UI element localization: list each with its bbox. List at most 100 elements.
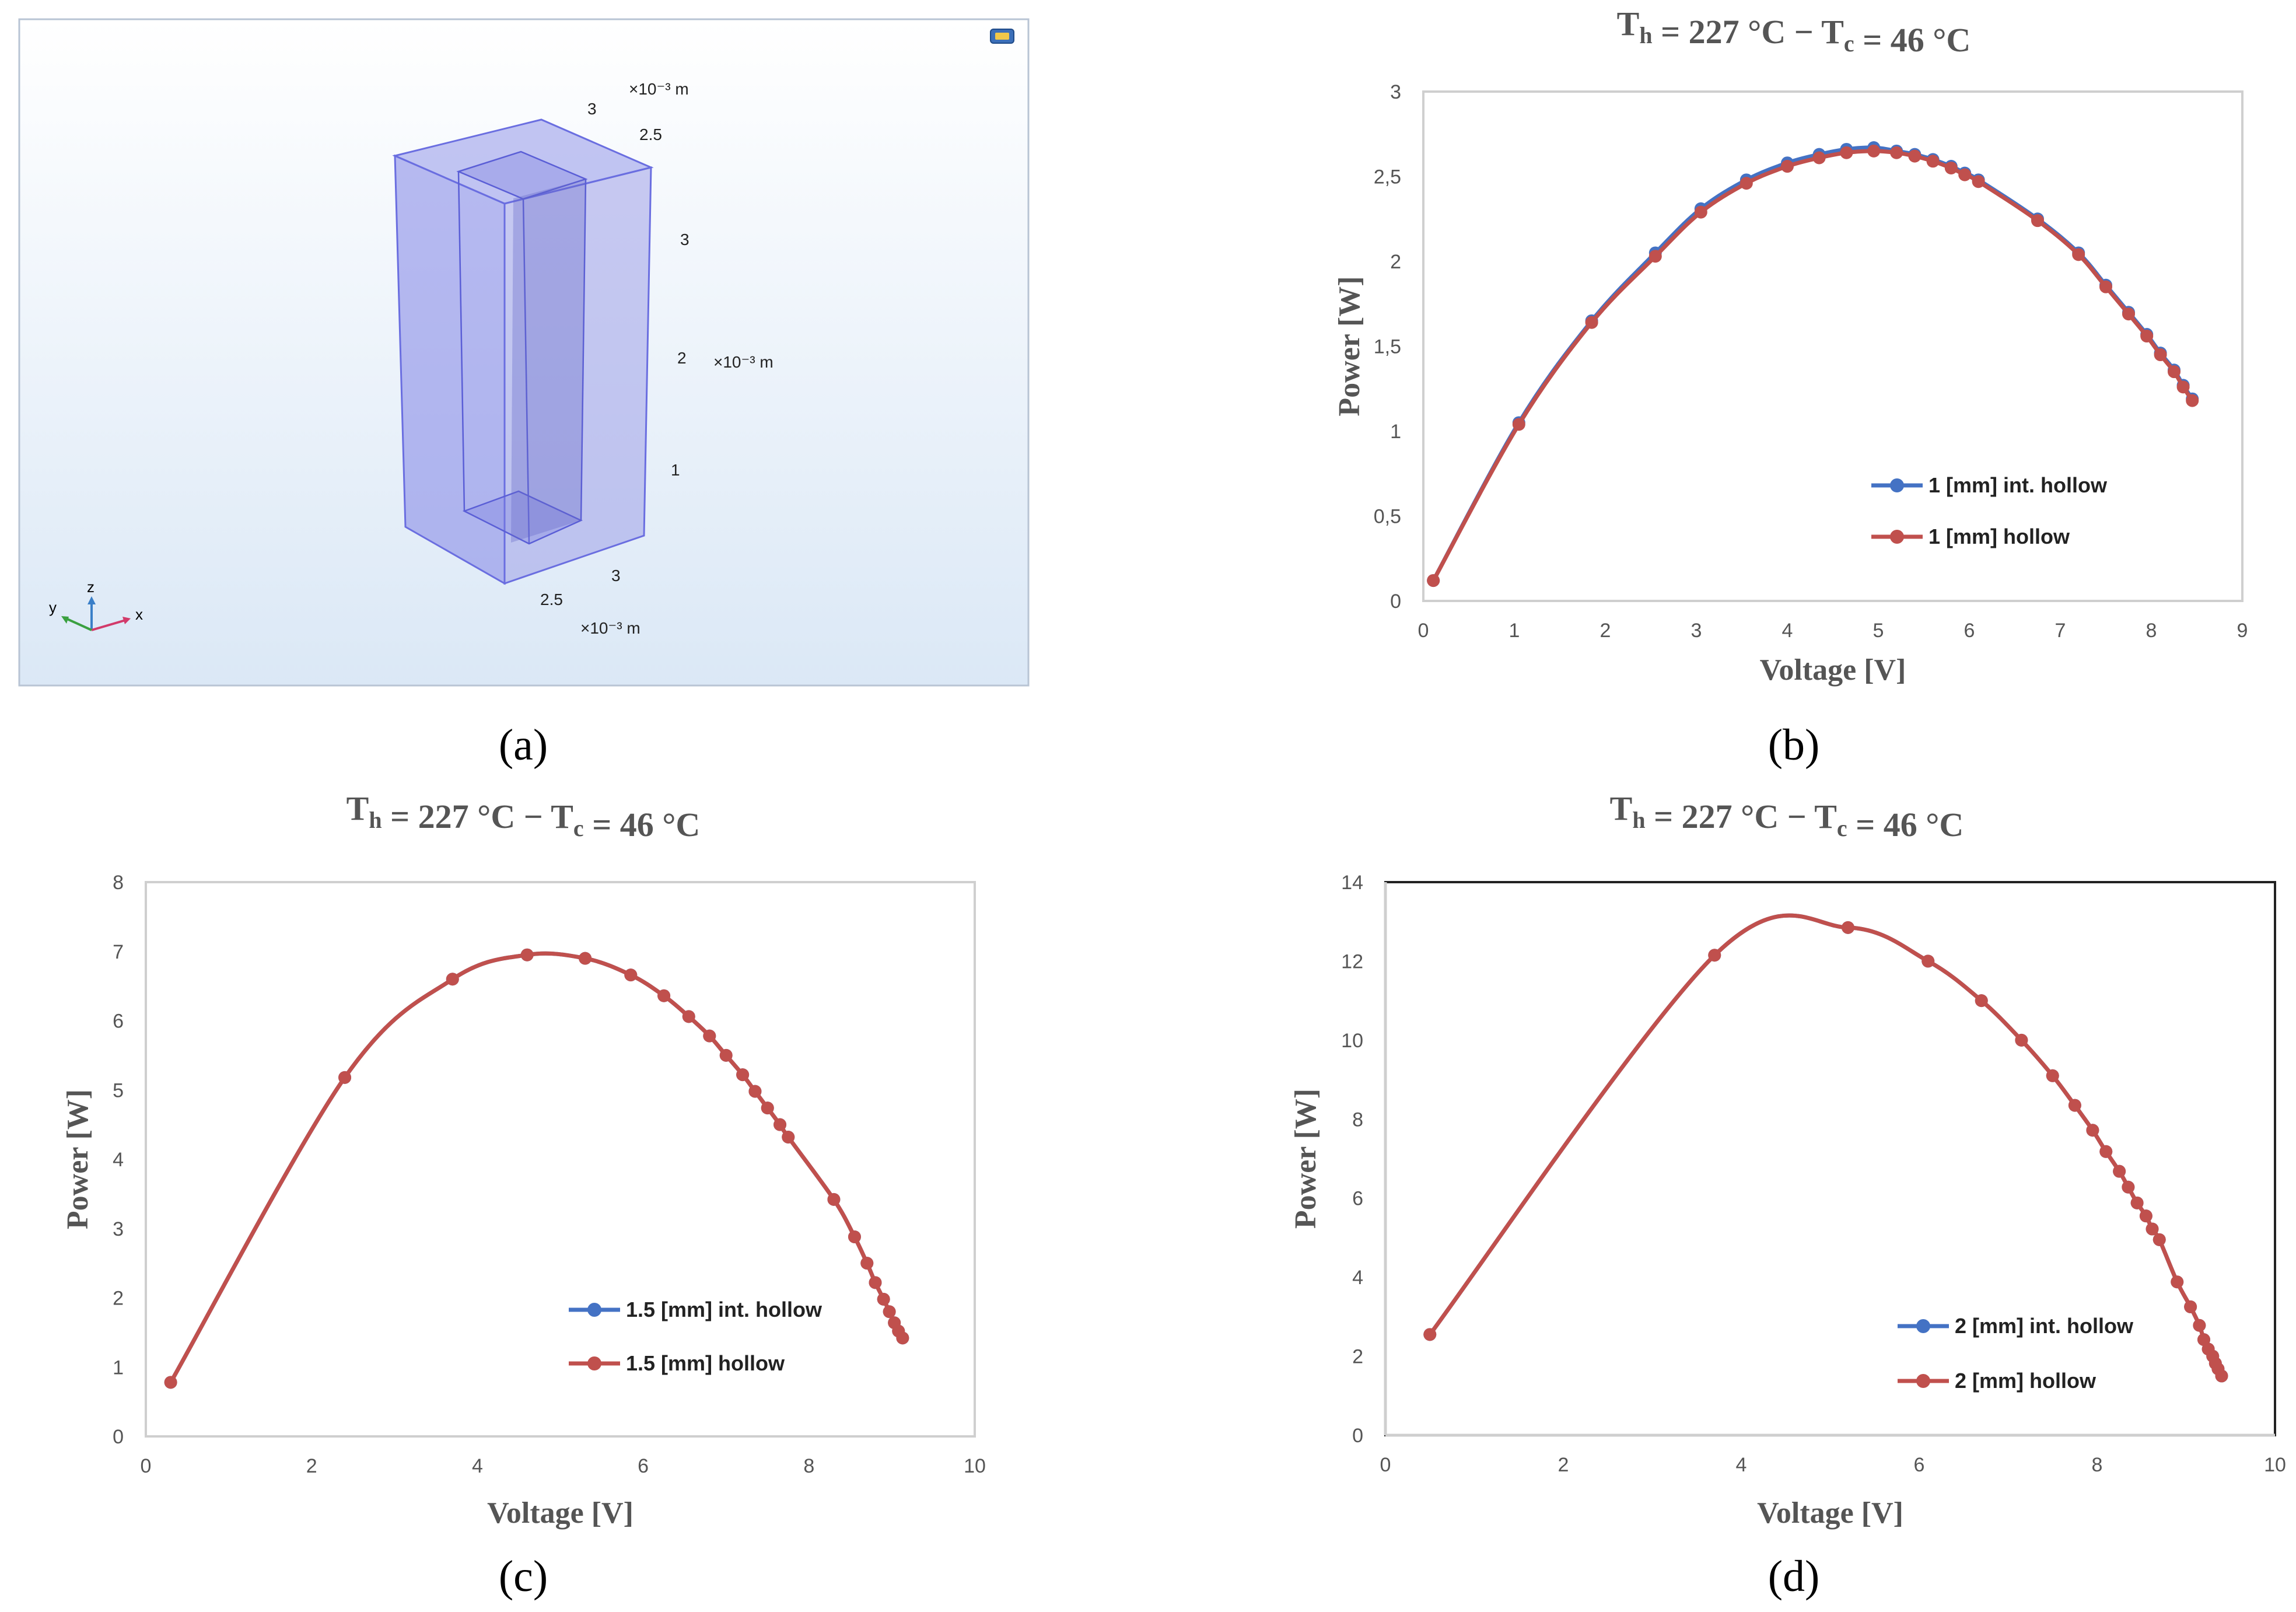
data-point-s1-5[interactable]: [2015, 1033, 2028, 1047]
x-tick-label: 2: [306, 1455, 317, 1477]
data-point-s1-3[interactable]: [1648, 250, 1662, 263]
data-point-s1-17[interactable]: [2184, 1300, 2197, 1313]
data-point-s1-15[interactable]: [1972, 175, 1985, 188]
data-point-s1-0[interactable]: [1423, 1328, 1437, 1341]
y-tick-label: 8: [113, 872, 124, 894]
legend-label-0: 2 [mm] int. hollow: [1955, 1314, 2134, 1338]
chart-title: Th = 227 °C − Tc = 46 °C: [346, 789, 701, 844]
data-point-s1-2[interactable]: [1842, 921, 1854, 934]
data-point-s1-3[interactable]: [1922, 954, 1935, 968]
data-point-s1-4[interactable]: [1694, 205, 1707, 219]
plot-area[interactable]: [1422, 90, 2244, 602]
y-tick-label: 10: [1341, 1030, 1363, 1052]
data-point-s1-4[interactable]: [1975, 994, 1988, 1008]
y-tick-label: 1,5: [1374, 336, 1401, 358]
data-point-s1-6[interactable]: [2046, 1069, 2059, 1082]
data-point-s1-1[interactable]: [338, 1071, 352, 1084]
data-point-s1-20[interactable]: [883, 1305, 896, 1319]
data-point-s1-3[interactable]: [520, 948, 534, 961]
y-tick-label: 0,5: [1374, 506, 1401, 528]
data-point-s1-2[interactable]: [1585, 316, 1598, 329]
data-point-s1-19[interactable]: [2122, 307, 2135, 321]
data-point-s1-18[interactable]: [869, 1276, 882, 1289]
data-point-s1-11[interactable]: [1908, 149, 1922, 163]
legend-marker-0: [1890, 478, 1904, 492]
legend-marker-1: [587, 1356, 601, 1370]
data-point-s1-18[interactable]: [2193, 1319, 2206, 1332]
data-point-s1-5[interactable]: [624, 968, 638, 982]
data-point-s1-23[interactable]: [2176, 380, 2190, 394]
right-tick-1: 1: [671, 461, 680, 479]
data-point-s1-7[interactable]: [1812, 151, 1826, 165]
data-point-s1-13[interactable]: [774, 1118, 787, 1131]
data-point-s1-7[interactable]: [2068, 1099, 2081, 1112]
box-geometry[interactable]: [392, 118, 654, 585]
data-point-s1-24[interactable]: [2215, 1369, 2228, 1383]
y-tick-label: 0: [113, 1426, 124, 1448]
top-tick-3: 3: [587, 100, 597, 118]
data-point-s1-16[interactable]: [848, 1230, 861, 1243]
data-point-s1-11[interactable]: [748, 1085, 762, 1098]
data-point-s1-9[interactable]: [719, 1048, 733, 1062]
data-point-s1-6[interactable]: [1781, 160, 1794, 173]
data-point-s1-15[interactable]: [827, 1193, 841, 1206]
data-point-s1-17[interactable]: [860, 1257, 874, 1270]
data-point-s1-21[interactable]: [2154, 348, 2167, 362]
plot-area[interactable]: [1384, 881, 2276, 1436]
data-point-s1-10[interactable]: [1890, 146, 1903, 159]
data-point-s1-14[interactable]: [1958, 168, 1972, 181]
y-tick-label: 3: [1390, 81, 1401, 103]
bottom-tick-2.5: 2.5: [540, 590, 563, 609]
data-point-s1-9[interactable]: [2099, 1145, 2113, 1158]
legend-label-1: 1.5 [mm] hollow: [626, 1351, 785, 1375]
data-point-s1-1[interactable]: [1512, 418, 1525, 431]
data-point-s1-8[interactable]: [1840, 146, 1853, 159]
data-point-s1-17[interactable]: [2072, 248, 2085, 261]
data-point-s1-1[interactable]: [1708, 949, 1721, 962]
legend-label-1: 2 [mm] hollow: [1955, 1369, 2096, 1393]
data-point-s1-14[interactable]: [2146, 1222, 2159, 1236]
data-point-s1-23[interactable]: [896, 1331, 909, 1345]
data-point-s1-19[interactable]: [877, 1292, 890, 1306]
data-point-s1-11[interactable]: [2122, 1180, 2135, 1194]
legend-label-0: 1.5 [mm] int. hollow: [626, 1298, 822, 1321]
data-point-s1-8[interactable]: [2086, 1124, 2099, 1137]
y-tick-label: 2: [1390, 251, 1401, 273]
y-tick-label: 2: [1352, 1346, 1363, 1368]
data-point-s1-20[interactable]: [2140, 330, 2154, 343]
y-axis-label: Power [W]: [61, 1089, 94, 1229]
data-point-s1-12[interactable]: [761, 1102, 774, 1115]
data-point-s1-16[interactable]: [2171, 1275, 2184, 1289]
data-point-s1-16[interactable]: [2031, 214, 2044, 228]
plot-area[interactable]: [145, 881, 976, 1438]
data-point-s1-10[interactable]: [736, 1068, 750, 1082]
data-point-s1-13[interactable]: [2139, 1209, 2152, 1223]
data-point-s1-8[interactable]: [703, 1029, 716, 1043]
x-tick-label: 8: [2092, 1454, 2103, 1476]
x-tick-label: 2: [1558, 1454, 1569, 1476]
data-point-s1-22[interactable]: [2168, 365, 2180, 379]
data-point-s1-7[interactable]: [682, 1010, 695, 1023]
data-point-s1-4[interactable]: [579, 952, 592, 965]
data-point-s1-12[interactable]: [1926, 155, 1940, 168]
data-point-s1-18[interactable]: [2099, 280, 2112, 293]
data-point-s1-5[interactable]: [1740, 177, 1753, 190]
data-point-s1-0[interactable]: [164, 1376, 177, 1389]
data-point-s1-2[interactable]: [446, 973, 459, 986]
data-point-s1-15[interactable]: [2152, 1233, 2166, 1246]
x-tick-label: 2: [1600, 620, 1611, 642]
data-point-s1-24[interactable]: [2186, 394, 2199, 407]
data-point-s1-6[interactable]: [657, 989, 671, 1002]
y-tick-label: 12: [1341, 950, 1363, 973]
data-point-s1-13[interactable]: [1944, 161, 1958, 174]
title-part: T: [551, 798, 573, 835]
y-tick-label: 0: [1352, 1425, 1363, 1447]
data-point-s1-14[interactable]: [782, 1131, 795, 1144]
data-point-s1-0[interactable]: [1427, 574, 1440, 588]
camera-icon[interactable]: [990, 29, 1014, 44]
data-point-s1-9[interactable]: [1867, 144, 1881, 158]
data-point-s1-10[interactable]: [2113, 1165, 2126, 1178]
x-tick-label: 4: [472, 1455, 483, 1477]
data-point-s1-12[interactable]: [2130, 1196, 2144, 1209]
x-tick-label: 7: [2055, 620, 2066, 642]
